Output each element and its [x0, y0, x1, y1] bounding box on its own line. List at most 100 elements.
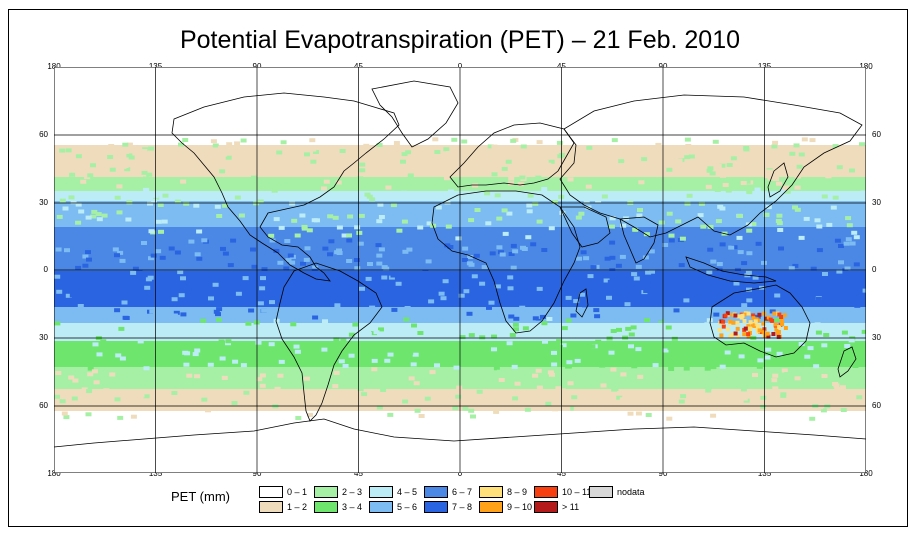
pet-pixel: [222, 302, 229, 307]
pet-pixel: [231, 401, 238, 405]
pet-pixel: [247, 406, 254, 410]
pet-pixel: [535, 296, 542, 301]
pet-pixel: [255, 195, 262, 200]
pet-pixel: [585, 353, 592, 357]
legend-item-label: 2 – 3: [342, 486, 363, 497]
pet-pixel: [229, 148, 236, 152]
pet-pixel: [346, 238, 353, 243]
pet-pixel: [628, 358, 635, 363]
pet-pixel: [476, 389, 483, 394]
pet-pixel: [461, 139, 468, 144]
pet-pixel: [832, 382, 839, 386]
pet-hot-pixel: [725, 327, 730, 332]
pet-pixel: [289, 260, 296, 265]
pet-pixel: [792, 263, 799, 268]
pet-pixel: [590, 265, 597, 270]
pet-pixel: [793, 292, 800, 297]
pet-pixel: [463, 289, 470, 294]
pet-pixel: [148, 229, 155, 234]
pet-pixel: [234, 141, 241, 146]
north-america-outline: [171, 92, 400, 282]
pet-pixel: [306, 228, 313, 233]
pet-pixel: [273, 248, 280, 253]
pet-pixel: [603, 278, 610, 283]
pet-pixel: [757, 177, 764, 182]
pet-pixel: [70, 392, 77, 397]
pet-pixel: [535, 359, 541, 364]
pet-pixel: [774, 293, 781, 298]
pet-pixel: [683, 298, 690, 303]
pet-pixel: [845, 216, 852, 221]
pet-pixel: [848, 338, 855, 343]
pet-pixel: [354, 266, 361, 271]
pet-pixel: [510, 265, 517, 270]
pet-pixel: [737, 328, 743, 333]
pet-pixel: [413, 381, 420, 386]
pet-pixel: [720, 173, 726, 178]
pet-pixel: [849, 168, 855, 173]
pet-pixel: [59, 148, 66, 153]
pet-hot-pixel: [751, 316, 756, 321]
pet-pixel: [635, 264, 642, 269]
pet-pixel: [186, 373, 193, 378]
india-outline: [619, 216, 659, 264]
pet-pixel: [520, 144, 527, 149]
pet-pixel: [214, 204, 221, 209]
pet-pixel: [713, 328, 720, 333]
pet-pixel: [790, 327, 797, 332]
pet-pixel: [455, 394, 462, 399]
pet-pixel: [90, 163, 96, 168]
pet-pixel: [232, 359, 239, 364]
pet-pixel: [187, 184, 194, 189]
pet-pixel: [512, 249, 519, 254]
pet-pixel: [438, 291, 445, 296]
legend-item-label: 8 – 9: [507, 486, 528, 497]
pet-pixel: [745, 270, 752, 275]
pet-pixel: [417, 225, 424, 230]
pet-pixel: [210, 139, 217, 144]
pet-pixel: [429, 370, 436, 375]
pet-pixel: [532, 316, 539, 321]
figure-frame: [8, 9, 908, 527]
pet-pixel: [610, 329, 617, 333]
legend-item-label: 10 – 11: [562, 486, 592, 497]
pet-pixel: [555, 284, 562, 289]
pet-pixel: [304, 246, 311, 251]
pet-pixel: [704, 322, 711, 327]
pet-pixel: [220, 246, 226, 251]
pet-pixel: [532, 201, 539, 206]
pet-hot-pixel: [766, 334, 771, 339]
pet-pixel: [746, 298, 753, 303]
pet-pixel: [189, 195, 196, 200]
pet-pixel: [180, 179, 187, 184]
pet-pixel: [78, 209, 85, 214]
pet-pixel: [365, 331, 372, 336]
pet-pixel: [132, 266, 139, 271]
pet-pixel: [472, 313, 479, 318]
pet-pixel: [798, 342, 805, 346]
pet-pixel: [609, 240, 616, 245]
pet-pixel: [520, 245, 526, 250]
latitude-tick-label: 60: [39, 401, 48, 410]
pet-pixel: [293, 344, 300, 349]
pet-pixel: [365, 276, 372, 281]
latitude-tick-label: 30: [39, 333, 48, 342]
pet-pixel: [278, 359, 285, 364]
pet-pixel: [485, 221, 492, 226]
pet-pixel: [412, 352, 419, 357]
pet-pixel: [189, 156, 196, 161]
pet-pixel: [114, 195, 121, 200]
pet-pixel: [312, 315, 319, 320]
pet-pixel: [705, 184, 712, 189]
pet-pixel: [321, 327, 328, 331]
pet-pixel: [561, 307, 568, 312]
pet-pixel: [417, 331, 424, 335]
pet-pixel: [509, 333, 516, 337]
latitude-tick-label: 30: [872, 198, 881, 207]
pet-pixel: [143, 176, 149, 181]
pet-pixel: [203, 371, 210, 376]
pet-pixel: [860, 167, 866, 171]
pet-pixel: [642, 255, 649, 260]
pet-pixel: [147, 275, 154, 280]
pet-pixel: [585, 184, 592, 189]
